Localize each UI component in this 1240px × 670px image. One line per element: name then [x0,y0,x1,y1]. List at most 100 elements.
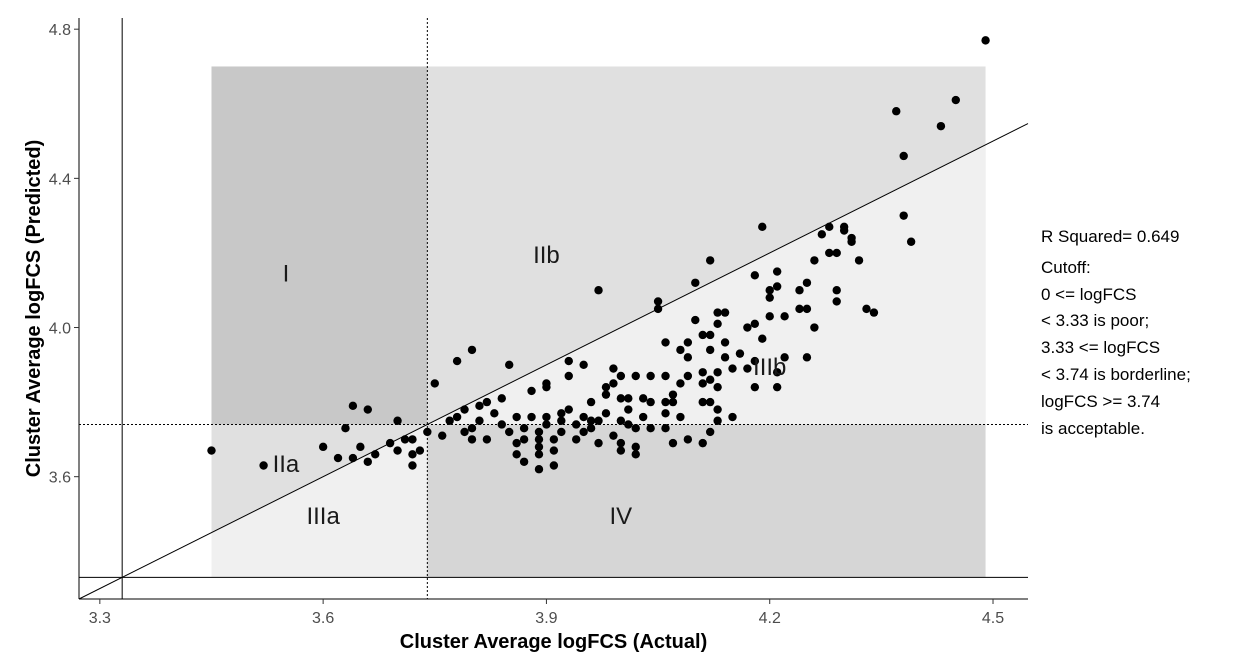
x-tick-label: 4.2 [759,610,781,627]
data-point [586,424,596,433]
data-point [832,248,841,258]
data-point [430,379,439,388]
data-point [668,390,678,399]
data-point [393,416,402,425]
data-point [772,368,782,377]
data-point [713,319,722,328]
data-point [475,401,484,411]
data-point [698,438,707,448]
data-point [810,323,819,332]
reference-lines [78,18,1029,600]
data-point [631,450,640,459]
region-label-IIIa: IIIa [306,503,340,530]
data-point [743,364,752,373]
data-point [646,424,655,433]
data-point [705,375,715,384]
data-point [207,446,216,455]
data-point [512,450,521,459]
data-point [802,353,812,362]
data-point [549,446,559,455]
data-point [646,397,655,407]
data-point [624,420,633,429]
data-point [393,446,402,455]
data-point [356,442,365,452]
data-point [698,397,707,407]
data-point [497,394,506,403]
data-point [631,442,640,452]
data-point [728,364,737,373]
data-point [505,427,514,437]
x-axis-title: Cluster Average logFCS (Actual) [400,631,707,653]
data-point [519,457,529,466]
data-point [802,278,812,287]
data-point [586,416,596,425]
data-point [259,461,268,470]
data-point [616,371,626,381]
data-point [594,416,603,425]
data-point [438,431,447,440]
x-tick-label: 4.5 [982,610,1004,627]
data-point [780,353,789,362]
cutoff-line: 3.33 <= logFCS [1041,338,1161,358]
data-point [951,95,961,105]
data-point [616,394,626,403]
data-point [832,297,841,306]
data-point [572,435,581,444]
data-point [758,222,767,232]
region-rectangles [211,66,986,578]
data-point [698,330,707,340]
data-point [676,412,685,422]
data-point [549,461,559,470]
y-tick-label: 4.4 [49,171,71,188]
data-point [586,397,596,407]
data-point [542,379,551,388]
data-point [549,435,559,444]
data-point [780,312,789,321]
data-point [452,356,462,366]
data-point [705,397,715,407]
data-point [825,248,834,258]
data-point [683,353,693,362]
data-point [564,405,573,414]
data-point [638,412,648,422]
data-point [467,424,477,433]
data-point [758,334,767,343]
data-point [512,438,521,448]
data-point [936,121,946,131]
data-point [318,442,328,452]
data-point [408,450,417,459]
cutoff-line: Cutoff: [1041,257,1091,277]
data-point [653,304,663,314]
data-point [839,222,849,232]
data-point [527,412,536,422]
x-tick-label: 3.9 [535,610,557,627]
data-point [609,431,618,440]
data-point [475,416,484,425]
data-point [638,394,648,403]
data-point [765,293,774,302]
data-point [385,438,395,448]
data-point [505,360,514,370]
data-point [564,356,573,366]
data-point [713,368,722,377]
cutoff-line: < 3.74 is borderline; [1041,364,1191,384]
data-point [467,345,477,355]
data-point [720,338,730,347]
data-point [683,338,693,347]
region-label-IIIb: IIIb [753,354,786,381]
data-point [348,401,358,411]
data-point [847,233,856,243]
data-point [519,435,529,444]
data-point [795,286,804,295]
data-point [408,435,417,444]
data-point [579,427,588,437]
data-point [772,282,782,291]
data-points [207,36,990,474]
data-point [735,349,745,358]
data-point [423,427,432,437]
data-point [333,453,343,463]
data-point [713,308,722,317]
data-point [557,409,566,418]
data-point [661,371,670,381]
data-point [601,409,611,418]
